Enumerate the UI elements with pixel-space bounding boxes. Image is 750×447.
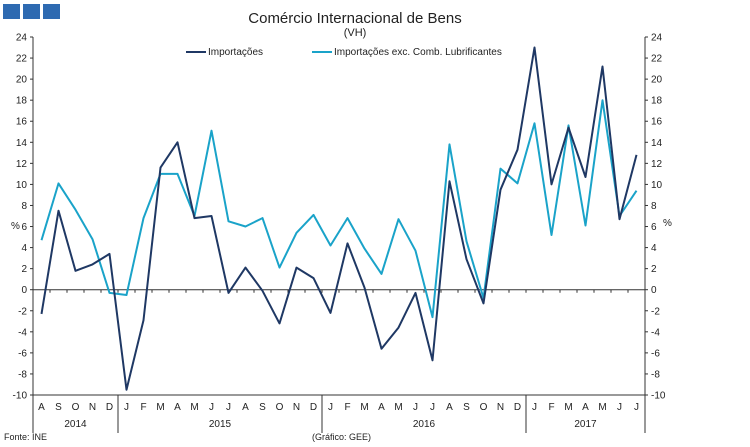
x-tick-label: S [259, 402, 266, 413]
chart-title: Comércio Internacional de Bens [248, 10, 461, 27]
y-tick-label-right: 20 [651, 75, 663, 86]
x-tick-label: A [378, 402, 385, 413]
y-tick-label-right: -8 [651, 369, 660, 380]
y-tick-label-right: 6 [651, 222, 657, 233]
year-label: 2015 [209, 419, 232, 430]
y-tick-label-right: -10 [651, 391, 666, 402]
series-line-importacoes-exc [40, 99, 638, 319]
y-tick-label-left: 10 [16, 180, 28, 191]
x-tick-label: S [55, 402, 62, 413]
year-label: 2017 [574, 419, 597, 430]
y-tick-label-right: 4 [651, 243, 657, 254]
x-tick-label: M [394, 402, 402, 413]
x-tick-label: O [276, 402, 284, 413]
x-tick-label: J [328, 402, 333, 413]
logo-block [43, 4, 60, 19]
y-tick-label-right: 10 [651, 180, 663, 191]
x-tick-label: J [617, 402, 622, 413]
y-tick-label-right: 8 [651, 201, 657, 212]
y-tick-label-left: 4 [21, 243, 27, 254]
legend-label-importacoes: Importações [208, 47, 263, 58]
x-tick-label: M [360, 402, 368, 413]
x-tick-label: F [548, 402, 554, 413]
y-tick-label-left: 8 [21, 201, 27, 212]
y-tick-label-left: 16 [16, 117, 28, 128]
x-tick-label: A [38, 402, 45, 413]
y-tick-label-right: -4 [651, 327, 660, 338]
x-tick-label: M [598, 402, 606, 413]
y-tick-label-left: 14 [16, 138, 28, 149]
legend-label-importacoes-exc: Importações exc. Comb. Lubrificantes [334, 47, 502, 58]
x-tick-label: O [72, 402, 80, 413]
y-tick-label-left: -4 [18, 327, 27, 338]
logo-block [23, 4, 40, 19]
x-tick-label: S [463, 402, 470, 413]
x-tick-label: N [293, 402, 300, 413]
series-line-importacoes [40, 46, 638, 391]
y-tick-label-left: -8 [18, 369, 27, 380]
y-tick-label-left: 20 [16, 75, 28, 86]
y-tick-label-right: 14 [651, 138, 663, 149]
x-tick-label: D [310, 402, 317, 413]
x-tick-label: M [156, 402, 164, 413]
x-tick-label: A [446, 402, 453, 413]
x-tick-label: M [564, 402, 572, 413]
y-tick-label-left: -6 [18, 348, 27, 359]
credit-note: (Gráfico: GEE) [312, 432, 371, 442]
x-tick-label: J [209, 402, 214, 413]
x-tick-label: D [514, 402, 521, 413]
y-tick-label-left: -2 [18, 306, 27, 317]
source-note: Fonte: INE [4, 432, 47, 442]
y-tick-label-right: 12 [651, 159, 663, 170]
x-tick-label: A [174, 402, 181, 413]
y-tick-label-right: 0 [651, 285, 657, 296]
year-label: 2014 [64, 419, 87, 430]
series-layer [40, 46, 638, 391]
x-tick-label: F [344, 402, 350, 413]
x-tick-label: J [124, 402, 129, 413]
y-tick-label-right: 2 [651, 264, 657, 275]
y-tick-label-left: -10 [13, 391, 28, 402]
logo-blocks [3, 4, 60, 19]
y-tick-label-left: 12 [16, 159, 28, 170]
y-tick-label-left: 0 [21, 285, 27, 296]
x-tick-label: J [413, 402, 418, 413]
y-axis-label-left: % [11, 221, 20, 232]
x-tick-label: A [242, 402, 249, 413]
x-tick-label: M [190, 402, 198, 413]
x-tick-label: O [480, 402, 488, 413]
x-tick-label: N [89, 402, 96, 413]
x-tick-label: F [140, 402, 146, 413]
chart-subtitle: (VH) [344, 27, 367, 39]
year-label: 2016 [413, 419, 436, 430]
y-tick-label-right: -2 [651, 306, 660, 317]
y-tick-label-left: 6 [21, 222, 27, 233]
y-tick-label-left: 22 [16, 54, 28, 65]
y-tick-label-right: 16 [651, 117, 663, 128]
legend: Importações Importações exc. Comb. Lubri… [186, 47, 502, 58]
x-tick-label: A [582, 402, 589, 413]
y-axis-label-right: % [663, 218, 672, 229]
x-tick-label: J [226, 402, 231, 413]
logo-block [3, 4, 20, 19]
x-tick-label: D [106, 402, 113, 413]
x-tick-label: J [532, 402, 537, 413]
y-tick-label-left: 2 [21, 264, 27, 275]
y-tick-label-left: 24 [16, 33, 28, 44]
y-tick-label-left: 18 [16, 96, 28, 107]
x-tick-label: N [497, 402, 504, 413]
y-tick-label-right: 22 [651, 54, 663, 65]
y-tick-label-right: -6 [651, 348, 660, 359]
x-tick-label: J [634, 402, 639, 413]
y-tick-label-right: 18 [651, 96, 663, 107]
y-tick-label-right: 24 [651, 33, 663, 44]
x-tick-label: J [430, 402, 435, 413]
